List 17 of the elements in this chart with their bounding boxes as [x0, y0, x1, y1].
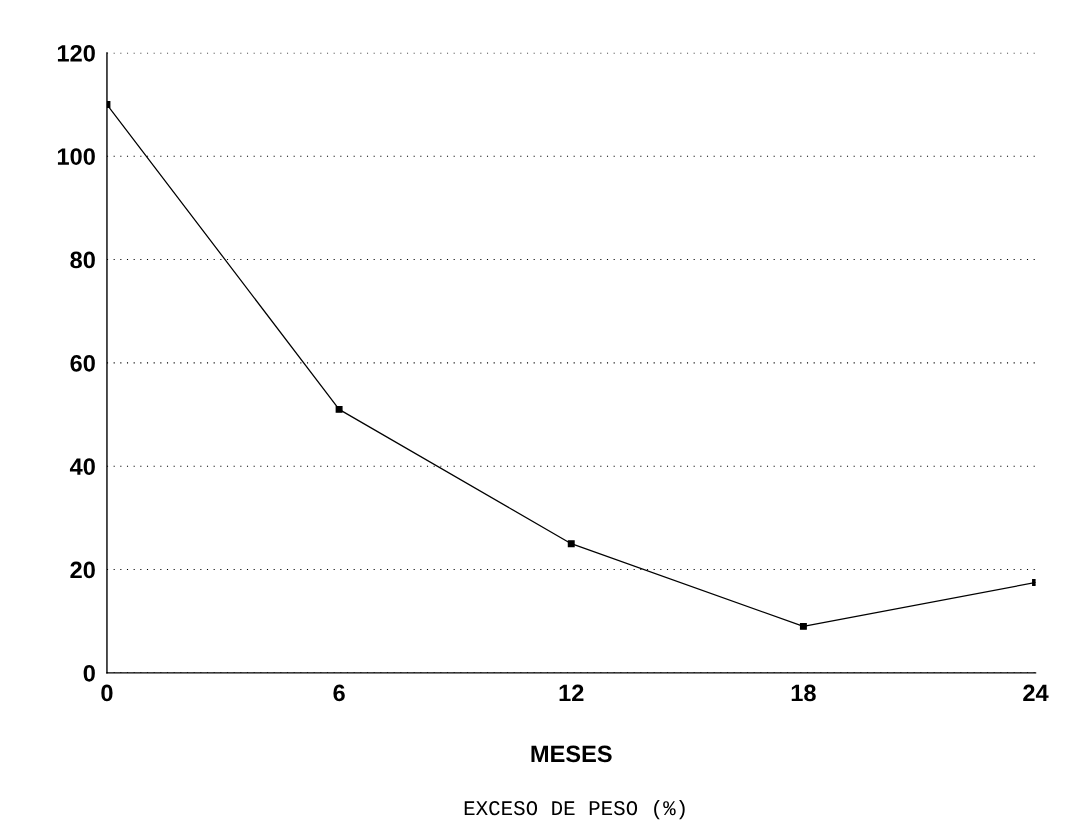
x-tick-label: 0 — [101, 684, 113, 702]
x-tick-label: 18 — [791, 684, 816, 702]
y-tick-label: 100 — [57, 148, 95, 165]
x-tick-label: 6 — [333, 684, 345, 702]
x-tick-label: 12 — [559, 684, 584, 702]
y-tick-label: 80 — [70, 251, 95, 269]
point — [335, 405, 343, 413]
point — [799, 622, 807, 630]
x-tick-label: 24 — [1023, 684, 1049, 702]
x-axis-title: MESES — [531, 745, 612, 763]
y-tick-label: 0 — [83, 664, 95, 682]
point — [567, 540, 575, 548]
y-tick-label: 20 — [70, 561, 95, 579]
y-tick-label: 120 — [57, 44, 95, 62]
y-tick-label: 60 — [70, 354, 95, 372]
y-tick-label: 40 — [69, 458, 95, 475]
text: EXCESO DE PESO (%) — [464, 799, 685, 820]
